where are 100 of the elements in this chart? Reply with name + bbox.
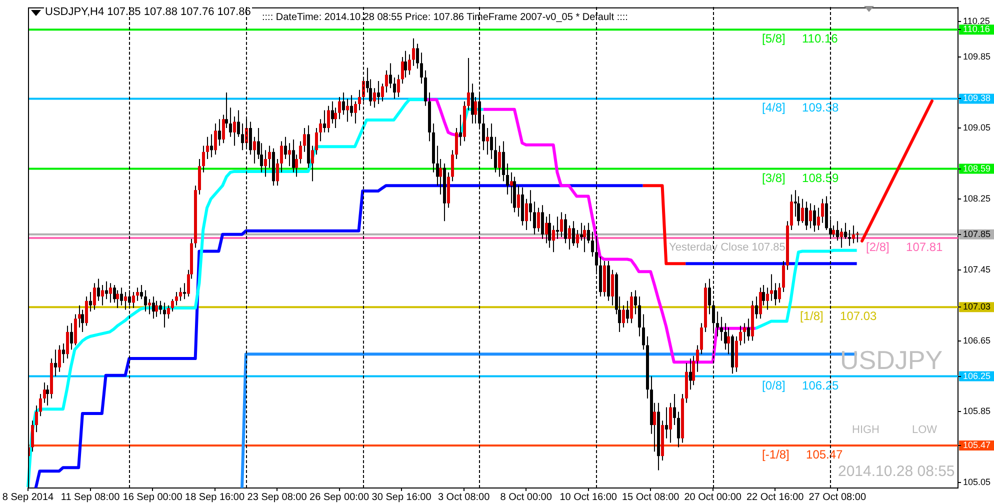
candlestick <box>175 292 178 306</box>
candlestick <box>622 304 625 328</box>
candlestick <box>474 96 477 124</box>
y-tick-label: 109.05 <box>963 122 991 132</box>
candlestick <box>560 212 563 238</box>
candlestick <box>494 136 497 173</box>
candlestick <box>132 292 135 308</box>
candlestick <box>152 296 155 320</box>
candlestick <box>813 204 816 232</box>
candlestick <box>241 123 244 151</box>
candlestick <box>327 105 330 133</box>
annotation: HIGH <box>852 424 880 436</box>
y-tick-label: 105.05 <box>963 477 991 488</box>
candlestick <box>778 282 781 304</box>
candlestick <box>288 142 291 167</box>
candlestick <box>78 304 81 328</box>
candlestick <box>163 302 166 328</box>
candlestick <box>572 220 575 246</box>
candlestick <box>642 314 645 350</box>
candlestick <box>292 139 295 173</box>
candlestick <box>517 185 520 218</box>
x-tick-label: 23 Sep 08:00 <box>247 492 308 503</box>
y-tick-label: 110.25 <box>963 16 990 26</box>
candlestick <box>669 402 672 444</box>
candlestick <box>424 70 427 106</box>
candlestick <box>109 282 112 304</box>
candlestick <box>93 282 96 310</box>
candlestick <box>62 342 65 364</box>
candlestick <box>832 225 835 238</box>
candlestick <box>506 162 509 195</box>
ref-line-label: [1/8] 107.03 <box>800 309 878 324</box>
candlestick <box>31 420 34 452</box>
candlestick <box>334 107 337 128</box>
candlestick <box>116 290 119 308</box>
candlestick <box>801 198 804 224</box>
candlestick <box>759 287 762 320</box>
candlestick <box>97 278 100 302</box>
candlestick <box>214 123 217 156</box>
candlestick <box>510 172 513 204</box>
ref-line-label: [-1/8] 105.47 <box>762 447 844 462</box>
candlestick <box>455 127 458 160</box>
x-tick-label: 8 Sep 2014 <box>2 492 54 503</box>
candlestick <box>591 231 594 258</box>
y-tick-label: 110.16 <box>963 24 990 34</box>
x-tick-label: 15 Oct 08:00 <box>622 492 680 503</box>
y-tick-label: 105.47 <box>963 440 991 450</box>
candlestick <box>805 201 808 230</box>
candlestick <box>755 296 758 320</box>
y-tick-label: 108.59 <box>963 163 991 174</box>
candlestick <box>140 284 143 300</box>
candlestick <box>299 140 302 164</box>
candlestick <box>502 140 505 182</box>
x-tick-label: 11 Sep 08:00 <box>60 492 120 503</box>
candlestick <box>101 284 104 306</box>
candlestick <box>716 311 719 337</box>
candlestick <box>159 300 162 315</box>
candlestick <box>404 50 407 78</box>
candlestick <box>412 38 415 66</box>
candlestick <box>155 300 158 318</box>
candlestick <box>206 136 209 160</box>
candlestick <box>43 382 46 404</box>
candlestick <box>237 110 240 138</box>
x-tick-label: 26 Sep 00:00 <box>310 492 370 503</box>
candlestick <box>844 222 847 240</box>
candlestick <box>331 100 334 124</box>
candlestick <box>545 216 548 244</box>
candlestick <box>451 150 454 182</box>
candlestick <box>58 344 61 372</box>
candlestick <box>856 231 859 243</box>
candlestick <box>634 290 637 315</box>
y-tick-label: 109.38 <box>963 93 991 104</box>
candlestick <box>529 190 532 222</box>
candlestick <box>770 274 773 302</box>
candlestick <box>280 140 283 173</box>
x-tick-label: 10 Oct 16:00 <box>560 492 618 503</box>
candlestick <box>743 322 746 344</box>
candlestick <box>541 204 544 240</box>
candlestick <box>358 89 361 111</box>
candlestick <box>809 202 812 229</box>
candlestick <box>319 118 322 142</box>
candlestick <box>774 282 777 306</box>
candlestick <box>580 222 583 242</box>
candlestick <box>533 201 536 235</box>
ref-line-label: [4/8] 109.38 <box>762 100 840 115</box>
chart-title: USDJPY,H4 107.85 107.88 107.76 107.86 <box>44 6 252 18</box>
candlestick <box>171 298 174 312</box>
candlestick <box>46 384 49 406</box>
x-tick-label: 27 Oct 08:00 <box>808 492 866 503</box>
candlestick <box>836 220 839 242</box>
candlestick <box>179 287 182 302</box>
candlestick <box>323 110 326 133</box>
candlestick <box>198 158 201 195</box>
candlestick <box>225 92 228 128</box>
candlestick <box>144 290 147 312</box>
candlestick <box>350 94 353 117</box>
candlestick <box>583 225 586 253</box>
candlestick <box>564 214 567 244</box>
candlestick <box>389 62 392 89</box>
candlestick <box>377 80 380 105</box>
candlestick <box>105 280 108 300</box>
